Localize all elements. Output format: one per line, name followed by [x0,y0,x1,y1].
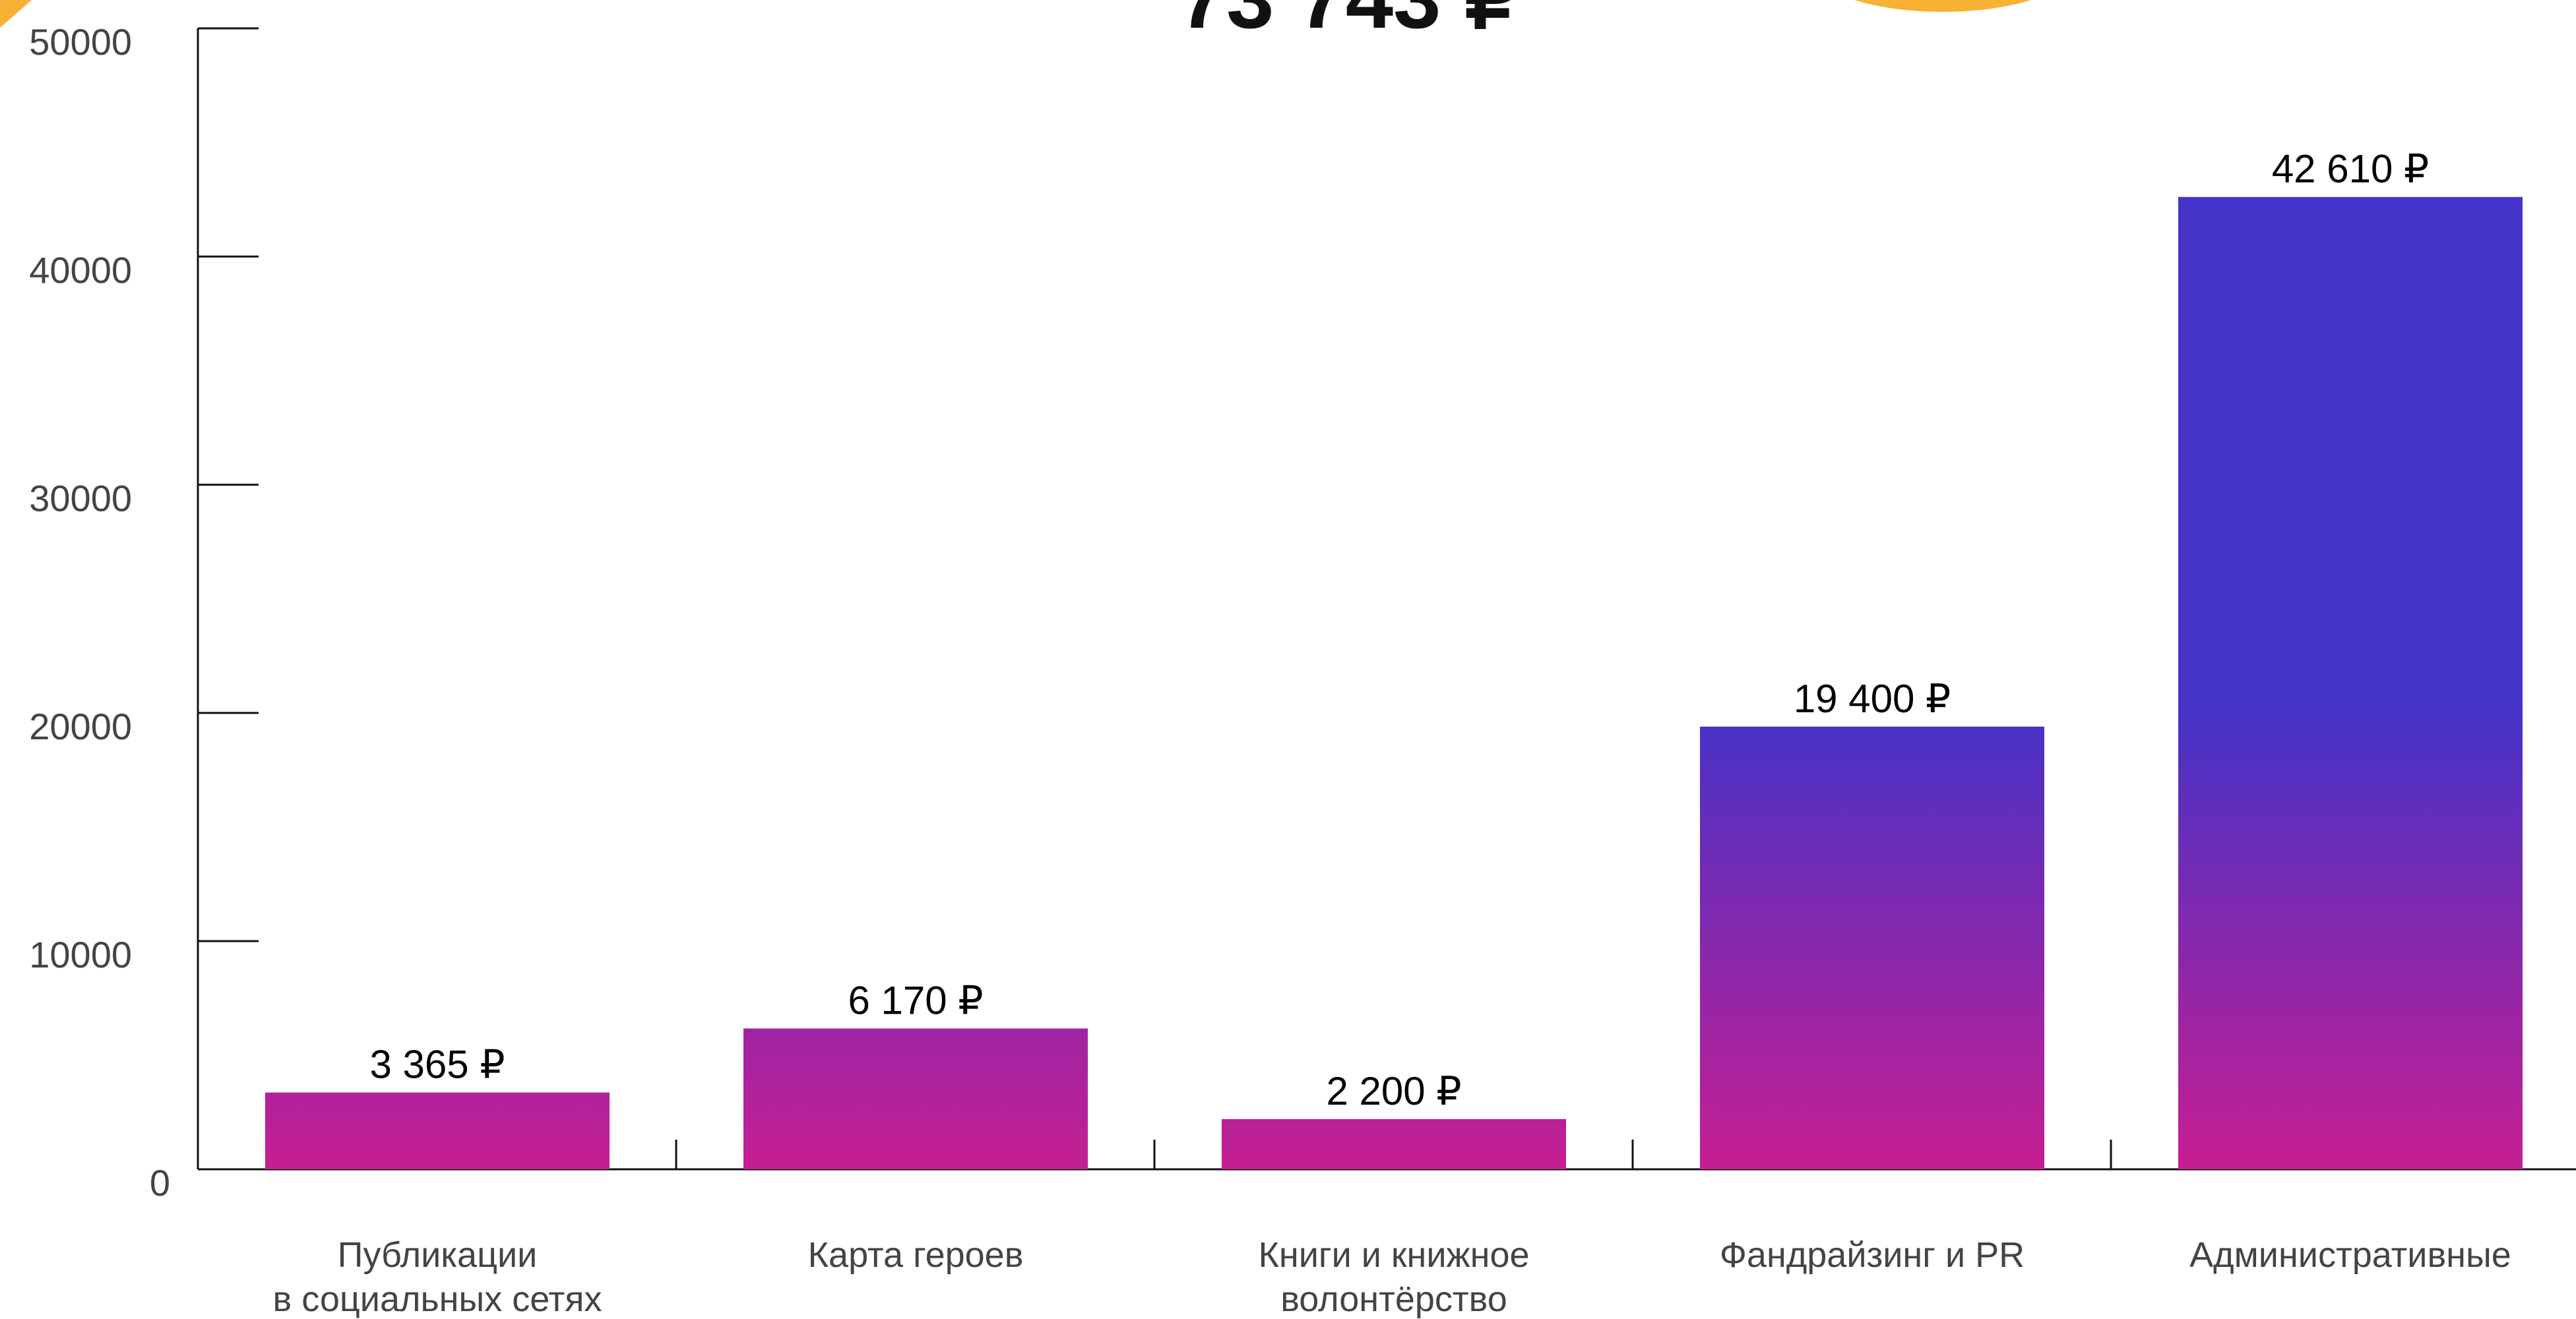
bar [265,1092,610,1169]
x-category-label: Публикации [338,1235,538,1275]
bar-value-label: 2 200 ₽ [1327,1069,1462,1113]
x-category-label: Книги и книжное [1258,1235,1529,1275]
bar-value-label: 42 610 ₽ [2272,147,2429,191]
bar [2178,197,2523,1170]
bar-value-label: 3 365 ₽ [370,1043,505,1087]
decorative-orange-blob [1854,0,2032,12]
bar-value-label: 19 400 ₽ [1794,677,1951,721]
bar [743,1028,1088,1169]
y-axis-ticks: 0 10000 20000 30000 40000 50000 [29,21,259,1204]
data-labels-group: 3 365 ₽ 6 170 ₽ 2 200 ₽ 19 400 ₽ 42 610 ₽ [370,147,2430,1113]
bar [1222,1119,1566,1169]
y-tick-label: 10000 [29,934,132,975]
x-category-label: Фандрайзинг и PR [1720,1235,2025,1275]
y-tick-label: 20000 [29,706,132,747]
x-category-label: в социальных сетях [273,1279,602,1319]
x-category-label: волонтёрство [1280,1279,1507,1319]
y-tick-label: 30000 [29,477,132,519]
x-axis-separators [675,1140,2112,1169]
bar-value-label: 6 170 ₽ [848,979,984,1023]
x-category-label: Административные [2189,1235,2511,1275]
y-tick-label: 40000 [29,249,132,291]
bars-group [265,197,2523,1170]
decorative-orange-corner [0,0,32,28]
y-tick-label: 50000 [29,21,132,63]
y-tick-label: 0 [150,1162,170,1204]
x-category-label: Карта героев [808,1235,1024,1275]
bar [1700,726,2044,1169]
chart-total-title: 73 743 ₽ [1179,0,1519,46]
